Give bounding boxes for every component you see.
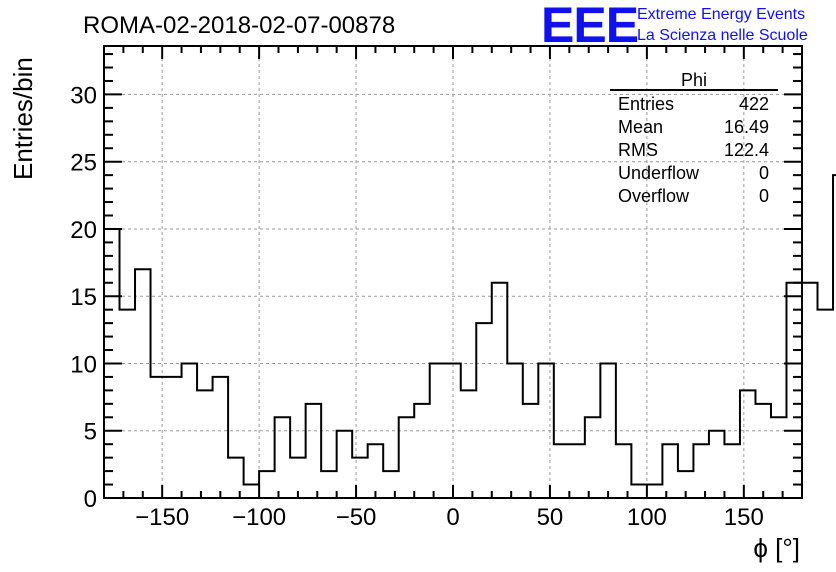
- histogram-bin: [182, 363, 198, 498]
- x-tick-label: 0: [446, 504, 459, 531]
- histogram-bin: [662, 444, 678, 498]
- y-tick-label: 10: [70, 351, 97, 378]
- histogram-line: [103, 174, 836, 498]
- y-tick-label: 5: [84, 419, 97, 446]
- y-tick-label: 30: [70, 82, 97, 109]
- histogram-bin: [213, 377, 229, 498]
- histogram-bin: [151, 377, 167, 498]
- histogram-bin: [399, 417, 415, 498]
- histogram-bin: [492, 283, 508, 498]
- x-tick-label: 100: [627, 504, 667, 531]
- x-axis-title: ϕ [°]: [753, 533, 800, 563]
- x-tick-label: −100: [232, 504, 286, 531]
- stats-label-entries: Entries: [618, 94, 674, 114]
- histogram-bin: [523, 404, 539, 498]
- histogram-bin: [724, 444, 740, 498]
- histogram-bin: [337, 431, 353, 498]
- histogram-bin: [244, 485, 260, 498]
- histogram-bin: [818, 310, 834, 498]
- histogram-bin: [771, 417, 787, 498]
- y-tick-label: 25: [70, 150, 97, 177]
- y-tick-labels: 0 5 10 15 20 25 30: [70, 82, 97, 513]
- histogram-bin: [120, 310, 136, 498]
- histogram-bin: [693, 444, 709, 498]
- logo-line-2: La Scienza nelle Scuole: [637, 27, 808, 44]
- histogram-bin: [709, 431, 725, 498]
- histogram-bin: [275, 417, 291, 498]
- histogram-bin: [445, 363, 461, 498]
- histogram-bin: [538, 363, 554, 498]
- histogram-bin: [569, 444, 585, 498]
- histogram-bin: [166, 377, 182, 498]
- histogram-bin: [600, 363, 616, 498]
- histogram-bin: [476, 323, 492, 498]
- histogram-bin: [802, 283, 818, 498]
- histogram-bin: [430, 363, 446, 498]
- histogram-bin: [585, 417, 601, 498]
- histogram-bin: [461, 390, 477, 498]
- histogram-bin: [554, 444, 570, 498]
- stats-box: Phi Entries 422 Mean 16.49 RMS 122.4 Und…: [610, 70, 778, 206]
- chart-title: ROMA-02-2018-02-07-00878: [83, 12, 395, 39]
- histogram-bin: [352, 458, 368, 498]
- histogram-bin: [321, 471, 337, 498]
- y-tick-label: 20: [70, 217, 97, 244]
- stats-label-overflow: Overflow: [618, 186, 690, 206]
- logo-mark: EEE: [541, 0, 638, 53]
- x-tick-label: −150: [135, 504, 189, 531]
- stats-value-overflow: 0: [759, 186, 769, 206]
- stats-value-entries: 422: [739, 94, 769, 114]
- histogram-bin: [368, 444, 384, 498]
- histogram-bin: [259, 471, 275, 498]
- histogram-bin: [306, 404, 322, 498]
- y-axis-title: Entries/bin: [8, 57, 38, 180]
- y-tick-label: 0: [84, 486, 97, 513]
- stats-value-underflow: 0: [759, 163, 769, 183]
- stats-label-mean: Mean: [618, 117, 663, 137]
- stats-value-rms: 122.4: [724, 140, 769, 160]
- x-tick-label: 50: [537, 504, 564, 531]
- stats-label-rms: RMS: [618, 140, 658, 160]
- x-tick-label: 150: [724, 504, 764, 531]
- stats-label-underflow: Underflow: [618, 163, 700, 183]
- stats-title: Phi: [681, 70, 707, 90]
- histogram-bin: [383, 471, 399, 498]
- stats-value-mean: 16.49: [724, 117, 769, 137]
- histogram-bin: [740, 390, 756, 498]
- axis-ticks: [103, 46, 803, 499]
- x-tick-label: −50: [336, 504, 377, 531]
- histogram-bin: [414, 404, 430, 498]
- histogram-bin: [755, 404, 771, 498]
- histogram-bin: [647, 485, 663, 498]
- histogram-bin: [507, 363, 523, 498]
- y-tick-label: 15: [70, 284, 97, 311]
- histogram-bin: [631, 485, 647, 498]
- histogram-bin: [228, 458, 244, 498]
- histogram-bin: [135, 269, 151, 498]
- histogram-bin: [197, 390, 213, 498]
- x-tick-labels: −150 −100 −50 0 50 100 150: [135, 504, 764, 531]
- logo-line-1: Extreme Energy Events: [637, 6, 805, 23]
- histogram-bin: [616, 444, 632, 498]
